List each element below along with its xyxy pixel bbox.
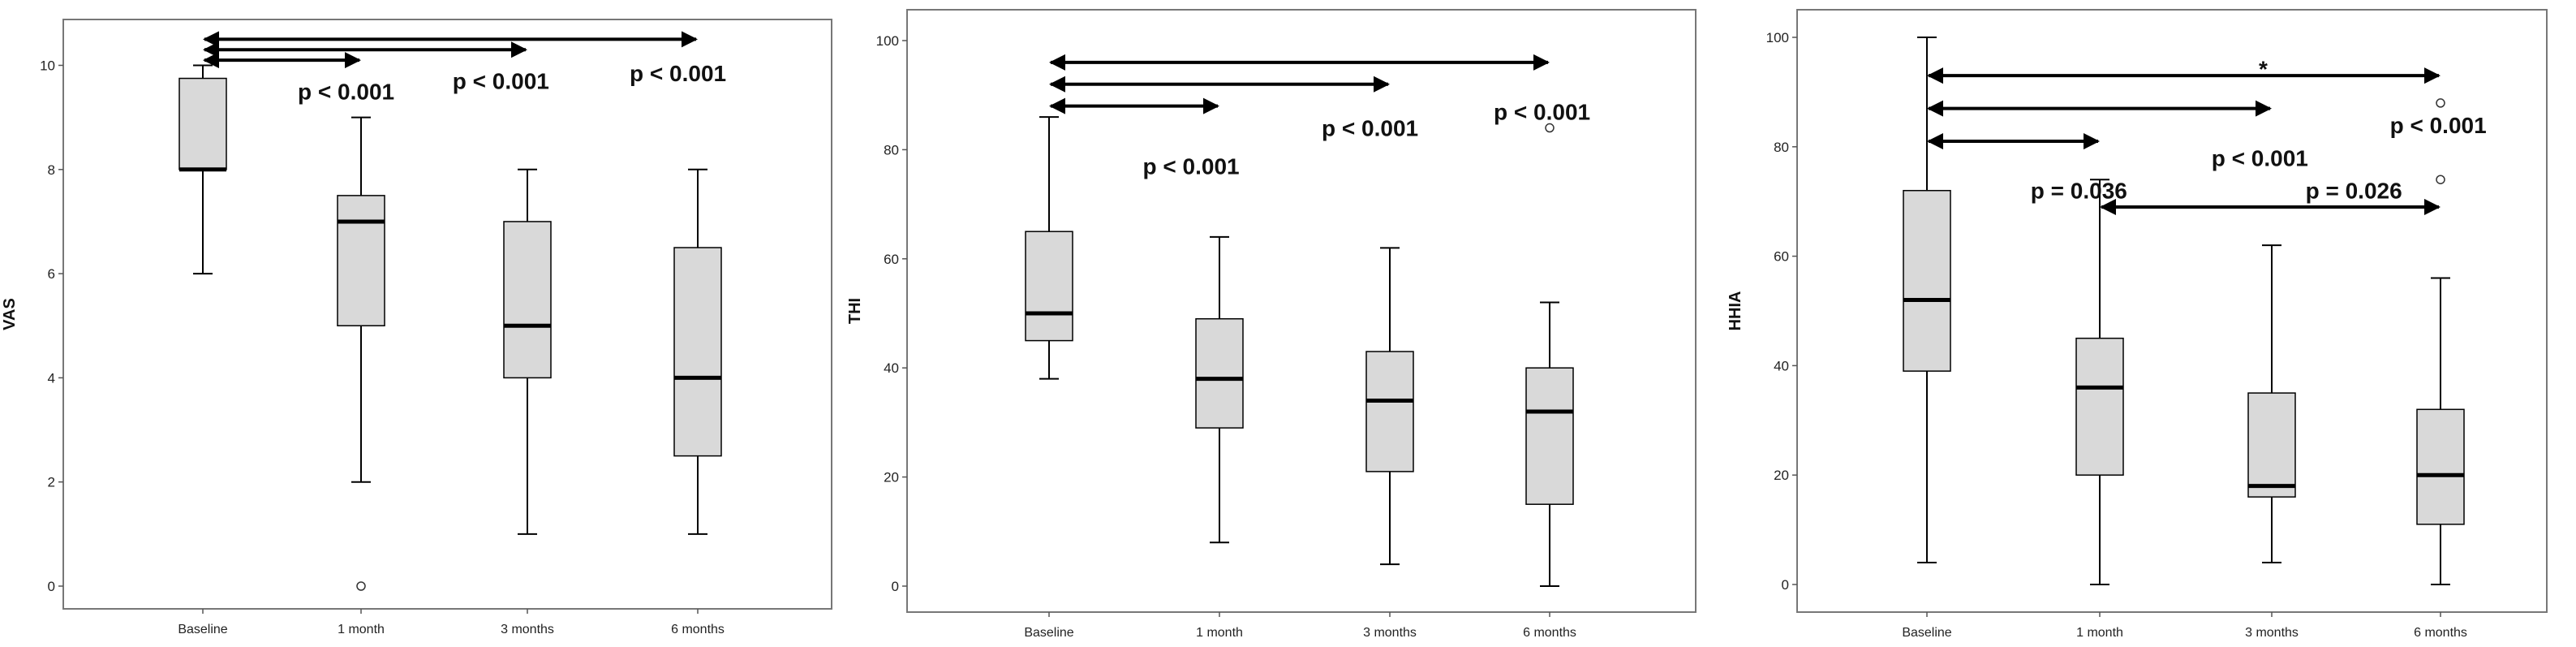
category-label: 3 months	[501, 623, 554, 636]
y-tick-label: 8	[48, 162, 55, 178]
box-6-months	[1525, 123, 1574, 587]
y-axis-label: HHIA	[1727, 291, 1744, 331]
category-label: Baseline	[1024, 626, 1073, 640]
box-baseline	[1903, 37, 1951, 564]
box-1-month	[337, 116, 385, 591]
iqr-box	[503, 221, 552, 379]
category-label: 1 month	[2076, 626, 2123, 640]
iqr-box	[673, 247, 722, 457]
box-6-months	[2416, 98, 2465, 585]
y-tick-label: 4	[48, 370, 55, 386]
outlier-point	[356, 581, 366, 591]
y-tick-label: 0	[48, 579, 55, 594]
p-value-label: p < 0.001	[1494, 99, 1590, 124]
p-value-label: p < 0.001	[2212, 145, 2308, 170]
outlier-point	[1545, 123, 1555, 133]
iqr-box	[1525, 367, 1574, 505]
y-tick-label: 6	[48, 266, 55, 282]
y-tick-label: 0	[892, 579, 899, 594]
plot-frame	[906, 9, 1697, 613]
y-tick-label: 2	[48, 475, 55, 490]
iqr-box	[1903, 189, 1951, 372]
y-tick-label: 80	[1774, 140, 1789, 155]
box-baseline	[178, 64, 227, 275]
category-label: 6 months	[1523, 626, 1576, 640]
box-6-months	[673, 168, 722, 535]
p-value-label: p < 0.001	[2390, 113, 2487, 138]
plot-frame	[1796, 9, 2548, 613]
y-tick-label: 20	[884, 470, 899, 485]
category-label: 1 month	[338, 623, 385, 636]
outlier-point	[2436, 98, 2445, 108]
p-value-label: p < 0.001	[1322, 116, 1418, 141]
box-1-month	[2075, 179, 2124, 585]
y-tick-label: 40	[884, 360, 899, 376]
y-tick-label: 60	[1774, 249, 1789, 265]
iqr-box	[2075, 337, 2124, 476]
iqr-box	[2416, 408, 2465, 525]
iqr-box	[1365, 351, 1414, 472]
chart-panel-hhia: 0 20 40 60 80 100 HHIA Baseline 1 month 3 months 6…	[1727, 9, 2548, 640]
box-3-months	[1365, 247, 1414, 566]
p-value-label: p = 0.026	[2306, 179, 2402, 204]
y-tick-label: 80	[884, 142, 899, 157]
chart-panel-vas: 0 2 4 6 8 10 VAS Baseline 1 month 3 months 6 month…	[1, 19, 832, 636]
y-tick-label: 10	[40, 58, 55, 73]
category-label: 3 months	[2245, 626, 2299, 640]
outlier-point	[2436, 175, 2445, 184]
p-value-label: p < 0.001	[298, 80, 394, 105]
iqr-box	[1195, 317, 1244, 429]
y-tick-label: 100	[876, 33, 899, 49]
category-label: Baseline	[178, 623, 227, 636]
box-3-months	[503, 168, 552, 535]
significance-star: *	[2259, 56, 2268, 81]
y-tick-label: 20	[1774, 468, 1789, 483]
iqr-box	[2247, 392, 2296, 498]
box-1-month	[1195, 235, 1244, 544]
y-axis-label: VAS	[1, 298, 19, 330]
category-label: Baseline	[1902, 626, 1951, 640]
chart-panel-thi: 0 20 40 60 80 100 THI Baseline 1 month 3 months 6 …	[846, 9, 1697, 640]
category-label: 6 months	[2414, 626, 2467, 640]
y-tick-label: 40	[1774, 358, 1789, 373]
category-label: 3 months	[1363, 626, 1417, 640]
iqr-box	[1025, 231, 1073, 342]
box-3-months	[2247, 244, 2296, 564]
iqr-box	[178, 77, 227, 170]
box-baseline	[1025, 116, 1073, 380]
y-tick-label: 100	[1766, 30, 1789, 45]
y-axis-label: THI	[846, 298, 864, 324]
iqr-box	[337, 195, 385, 326]
p-value-label: p < 0.001	[1143, 154, 1240, 179]
y-tick-label: 60	[884, 252, 899, 267]
p-value-label: p < 0.001	[630, 61, 726, 86]
p-value-label: p < 0.001	[453, 69, 549, 94]
p-value-label: p = 0.036	[2031, 179, 2127, 204]
y-tick-label: 0	[1782, 577, 1789, 593]
plot-frame	[62, 19, 832, 610]
category-label: 6 months	[671, 623, 725, 636]
category-label: 1 month	[1196, 626, 1243, 640]
